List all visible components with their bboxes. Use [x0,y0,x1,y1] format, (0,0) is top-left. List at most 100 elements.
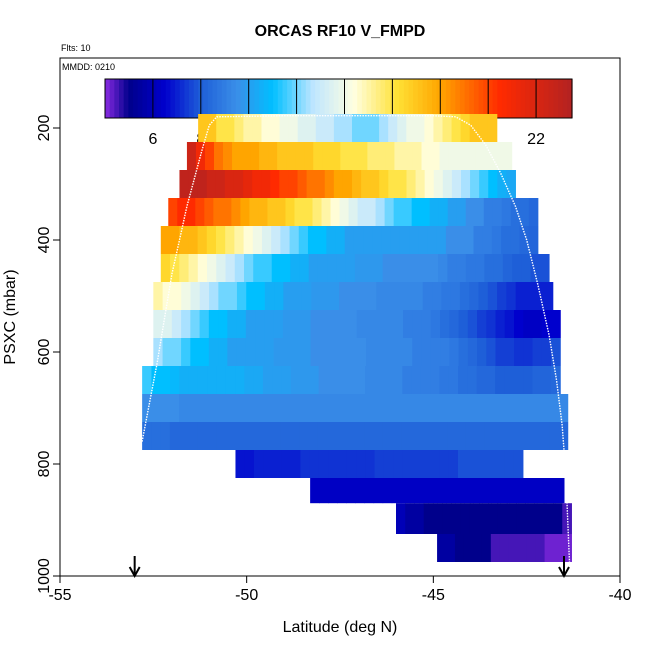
heatmap-cell [190,282,201,310]
heatmap-cell [521,254,532,282]
heatmap-cell [427,226,438,254]
heatmap-cell [403,338,413,366]
colorbar-tick-label: 6 [148,131,157,148]
heatmap-cell [338,338,349,366]
heatmap-cell [539,422,550,450]
heatmap-cell [214,142,224,170]
heatmap-cell [495,366,506,394]
heatmap-cell [492,198,503,226]
heatmap-cell [391,394,402,422]
heatmap-cell [311,282,322,310]
heatmap-cell [488,503,499,534]
heatmap-cell [245,310,256,338]
heatmap-cell [301,310,312,338]
heatmap-cell [441,282,452,310]
colorbar-swatch [291,79,298,118]
heatmap-cell [253,422,263,450]
heatmap-cell [487,114,498,142]
heatmap-cell [216,254,227,282]
heatmap-cell [484,254,495,282]
heatmap-cell [346,366,357,394]
heatmap-cell [267,198,277,226]
heatmap-cell [551,310,561,338]
heatmap-cell [188,394,199,422]
heatmap-cell [399,226,410,254]
colorbar-swatch [380,79,386,118]
heatmap-cell [412,338,423,366]
heatmap-cell [523,338,534,366]
colorbar-swatch [226,79,232,118]
heatmap-cell [198,114,208,142]
heatmap-cell [342,114,353,142]
heatmap-cell [337,478,347,504]
colorbar-swatch [333,79,340,118]
heatmap-cell [234,394,245,422]
colorbar-swatch [567,79,573,118]
heatmap-cell [512,254,522,282]
heatmap-cell [501,226,511,254]
heatmap-cell [493,142,504,170]
colorbar-swatch [259,79,265,118]
heatmap-cell [446,534,456,562]
heatmap-cell [261,170,271,198]
heatmap-cell [465,198,476,226]
heatmap-cell [430,310,441,338]
heatmap-cell [333,114,344,142]
heatmap-cell [234,422,245,450]
heatmap-cell [245,338,256,366]
colorbar-swatch [427,79,433,118]
heatmap-cell [190,310,201,338]
heatmap-cell [347,310,358,338]
colorbar-swatch [473,79,480,118]
heatmap-cell [401,254,411,282]
heatmap-cell [429,198,440,226]
heatmap-cell [437,534,447,562]
plot-frame [59,57,621,577]
heatmap-cell [420,450,431,478]
heatmap-cell [367,282,377,310]
heatmap-cell [469,282,479,310]
heatmap-cell [181,282,191,310]
heatmap-cell [432,503,443,534]
heatmap-cell [199,338,210,366]
flight-track [141,114,571,565]
heatmap-cell [345,394,356,422]
heatmap-cell [273,338,284,366]
heatmap-cell [516,503,526,534]
heatmap-cell [367,142,377,170]
heatmap-cell [179,170,190,198]
heatmap-cell [308,422,319,450]
heatmap-cell [433,170,444,198]
heatmap-cell [261,114,272,142]
heatmap-cell [324,114,335,142]
heatmap-cell [206,170,217,198]
colorbar-swatch [408,79,414,118]
y-axis: 200 400 600 800 1000 [36,115,60,594]
heatmap-cell [432,282,442,310]
heatmap-cell [460,503,471,534]
heatmap-cell [423,503,434,534]
colorbar-swatch [515,79,522,118]
heatmap-cell [197,394,208,422]
flights-label: Flts: 10 [61,43,91,53]
heatmap-cell [372,226,383,254]
colorbar-swatch [240,79,246,118]
heatmap-cell [218,310,228,338]
colorbar-swatch [254,79,260,118]
heatmap-cell [308,394,319,422]
heatmap-cell [227,310,238,338]
heatmap-cell [455,478,465,504]
heatmap-cell [440,338,450,366]
heatmap-cell [421,310,432,338]
heatmap-cell [271,226,281,254]
colorbar-swatch [422,79,428,118]
heatmap-cell [277,142,287,170]
heatmap-cell [558,394,569,422]
heatmap-cell [271,394,282,422]
colorbar-swatch [529,79,536,118]
heatmap-cell [517,534,528,562]
heatmap-cell [437,478,447,504]
heatmap-cell [442,503,452,534]
colorbar-swatch [501,79,508,118]
heatmap-cell [364,394,374,422]
